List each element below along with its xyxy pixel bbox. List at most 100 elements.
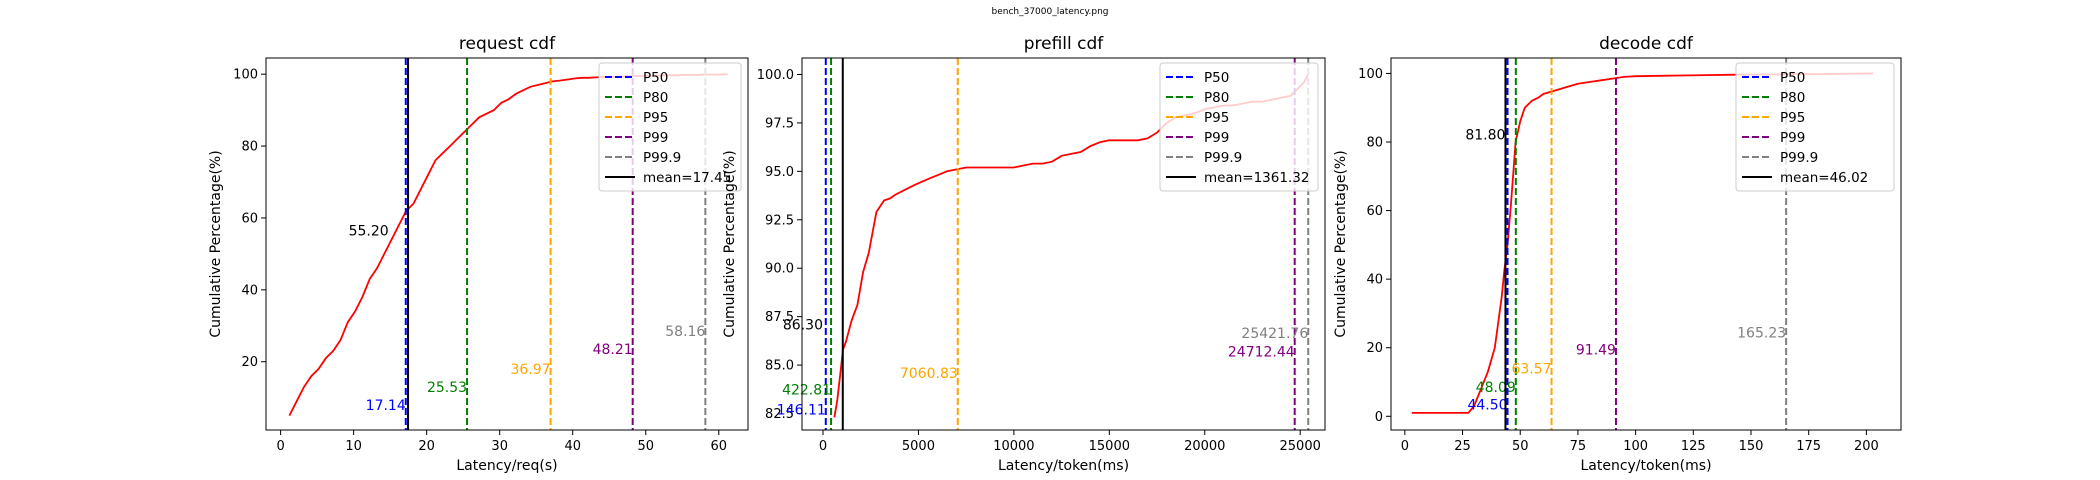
y-tick-label: 60 — [241, 211, 258, 226]
y-tick-label: 20 — [241, 355, 258, 370]
y-tick-label: 80 — [241, 140, 258, 155]
y-tick-label: 87.5 — [765, 310, 794, 325]
y-axis-label: Cumulative Percentage(%) — [208, 150, 224, 337]
y-tick-label: 90.0 — [765, 262, 794, 277]
y-tick-label: 82.5 — [765, 407, 794, 422]
chart-panel-1: request cdf 0 10 20 30 40 50 60 20 40 60 80 100 Laten… — [208, 34, 749, 474]
legend-entry-label: P99 — [1780, 130, 1805, 146]
legend-entry-label: P80 — [1204, 90, 1229, 106]
percentile-label: 58.16 — [665, 324, 705, 340]
legend-entry-label: P99 — [643, 130, 668, 146]
cdf-series-line — [1411, 72, 1874, 414]
y-tick-label: 92.5 — [765, 213, 794, 228]
chart-panel-2: prefill cdf 0 5000 10000 15000 20000 25000 82.5… — [722, 34, 1326, 474]
chart-title: request cdf — [459, 34, 556, 54]
chart-title: prefill cdf — [1024, 34, 1105, 54]
legend-entry-label: P95 — [1204, 110, 1229, 126]
percentile-label: 7060.83 — [900, 366, 958, 382]
percentile-label: 25421.76 — [1241, 326, 1308, 342]
legend-box — [598, 62, 742, 192]
legend-entry-label: P50 — [1780, 70, 1805, 86]
legend-entry-label: P80 — [643, 90, 668, 106]
percentile-label: 165.23 — [1737, 325, 1786, 341]
percentile-label: 44.50 — [1467, 397, 1507, 413]
percentile-label: 36.97 — [511, 362, 551, 378]
legend-box — [1735, 62, 1895, 192]
y-tick-label: 60 — [1366, 204, 1383, 219]
x-tick-label: 10 — [345, 439, 362, 454]
x-tick-label: 10000 — [993, 439, 1034, 454]
legend-entry-label: P80 — [1780, 90, 1805, 106]
legend-entry-label: mean=46.02 — [1780, 170, 1868, 186]
legend: P50 P80 P95 P99 P99.9 mean=17.45 — [598, 62, 742, 192]
percentile-label: 24712.44 — [1228, 345, 1295, 361]
x-tick-label: 15000 — [1089, 439, 1130, 454]
legend-entry-label: mean=17.45 — [643, 170, 731, 186]
x-tick-label: 20000 — [1184, 439, 1225, 454]
legend-box — [1159, 62, 1319, 192]
plots-container: request cdf 0 10 20 30 40 50 60 20 40 60 80 100 Laten… — [208, 34, 1902, 474]
percentile-label: 48.09 — [1476, 380, 1516, 396]
cdf-annotation: 81.80 — [1465, 127, 1505, 143]
legend-entry-label: P99.9 — [1780, 150, 1818, 166]
x-tick-label: 200 — [1854, 439, 1879, 454]
x-axis-label: Latency/token(ms) — [1580, 458, 1711, 474]
legend-entry-label: P99 — [1204, 130, 1229, 146]
percentile-label: 63.57 — [1511, 361, 1551, 377]
percentile-label: 146.11 — [777, 403, 826, 419]
x-tick-label: 25 — [1454, 439, 1471, 454]
x-tick-label: 0 — [276, 439, 284, 454]
x-tick-label: 60 — [711, 439, 728, 454]
x-axis-label: Latency/token(ms) — [998, 458, 1129, 474]
x-tick-label: 20 — [418, 439, 435, 454]
legend-entry-label: P99.9 — [643, 150, 681, 166]
percentile-label: 25.53 — [427, 380, 467, 396]
y-tick-label: 100 — [1358, 67, 1383, 82]
x-tick-label: 150 — [1739, 439, 1764, 454]
legend-entry-label: P95 — [1780, 110, 1805, 126]
y-tick-label: 80 — [1366, 136, 1383, 151]
axes-frame — [265, 57, 749, 431]
x-tick-label: 30 — [491, 439, 508, 454]
y-axis-label: Cumulative Percentage(%) — [722, 150, 738, 337]
y-axis-label: Cumulative Percentage(%) — [1333, 150, 1349, 337]
x-tick-label: 125 — [1681, 439, 1706, 454]
legend-entry-label: mean=1361.32 — [1204, 170, 1309, 186]
chart-title: decode cdf — [1599, 34, 1694, 54]
y-tick-label: 95.0 — [765, 165, 794, 180]
cdf-annotation: 86.30 — [783, 317, 823, 333]
percentile-label: 91.49 — [1576, 342, 1616, 358]
x-axis-label: Latency/req(s) — [456, 458, 557, 474]
percentile-label: 17.14 — [366, 398, 406, 414]
axes-frame — [801, 57, 1326, 431]
percentile-label: 48.21 — [593, 342, 633, 358]
x-tick-label: 25000 — [1280, 439, 1321, 454]
y-tick-label: 85.0 — [765, 359, 794, 374]
y-tick-label: 20 — [1366, 341, 1383, 356]
y-tick-label: 40 — [1366, 273, 1383, 288]
y-tick-label: 0 — [1375, 410, 1383, 425]
legend-entry-label: P95 — [643, 110, 668, 126]
x-tick-label: 100 — [1623, 439, 1648, 454]
legend-entry-label: P50 — [1204, 70, 1229, 86]
x-tick-label: 5000 — [902, 439, 935, 454]
legend: P50 P80 P95 P99 P99.9 mean=46.02 — [1735, 62, 1895, 192]
y-tick-label: 40 — [241, 283, 258, 298]
x-tick-label: 175 — [1796, 439, 1821, 454]
legend: P50 P80 P95 P99 P99.9 mean=1361.32 — [1159, 62, 1319, 192]
x-tick-label: 75 — [1570, 439, 1587, 454]
figure-title: bench_37000_latency.png — [991, 7, 1108, 17]
y-tick-label: 97.5 — [765, 116, 794, 131]
axes-frame — [1390, 57, 1902, 431]
x-tick-label: 0 — [1401, 439, 1409, 454]
cdf-annotation: 55.20 — [349, 224, 389, 240]
legend-entry-label: P99.9 — [1204, 150, 1242, 166]
y-tick-label: 100.0 — [757, 68, 794, 83]
x-tick-label: 40 — [564, 439, 581, 454]
x-tick-label: 50 — [1512, 439, 1529, 454]
x-tick-label: 0 — [819, 439, 827, 454]
y-tick-label: 100 — [233, 68, 258, 83]
percentile-label: 422.81 — [782, 382, 831, 398]
x-tick-label: 50 — [637, 439, 654, 454]
